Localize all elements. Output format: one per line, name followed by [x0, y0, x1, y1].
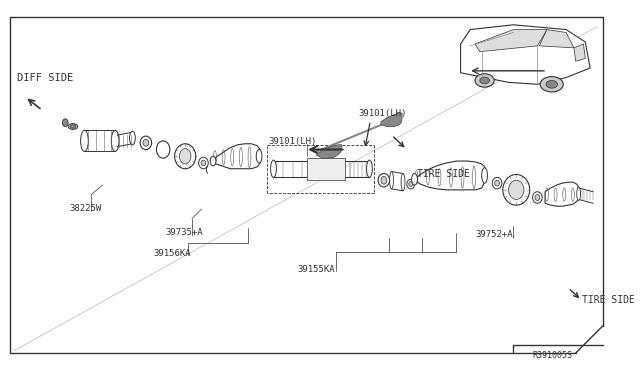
- Ellipse shape: [495, 180, 499, 186]
- Text: 39752+A: 39752+A: [475, 230, 513, 239]
- Ellipse shape: [198, 157, 208, 169]
- Polygon shape: [475, 30, 547, 52]
- Ellipse shape: [111, 130, 119, 151]
- Text: TIRE SIDE: TIRE SIDE: [582, 295, 636, 305]
- Ellipse shape: [62, 119, 68, 126]
- Text: 38225W: 38225W: [69, 204, 101, 213]
- Ellipse shape: [492, 177, 502, 189]
- Ellipse shape: [156, 141, 170, 158]
- Polygon shape: [540, 30, 574, 48]
- Ellipse shape: [535, 195, 540, 201]
- Polygon shape: [574, 44, 586, 61]
- Ellipse shape: [378, 173, 390, 187]
- Polygon shape: [415, 161, 486, 190]
- Text: TIRE SIDE: TIRE SIDE: [417, 169, 470, 179]
- Ellipse shape: [390, 171, 394, 189]
- Polygon shape: [461, 25, 590, 84]
- Ellipse shape: [412, 173, 417, 185]
- Polygon shape: [213, 144, 260, 169]
- Ellipse shape: [407, 179, 415, 189]
- Text: R391005S: R391005S: [532, 351, 573, 360]
- Ellipse shape: [540, 77, 563, 92]
- Polygon shape: [381, 113, 402, 126]
- Ellipse shape: [81, 130, 88, 151]
- Text: DIFF SIDE: DIFF SIDE: [17, 73, 74, 83]
- Ellipse shape: [475, 74, 494, 87]
- Polygon shape: [317, 145, 342, 158]
- Ellipse shape: [68, 124, 77, 129]
- Text: 39101(LH): 39101(LH): [358, 109, 406, 118]
- Ellipse shape: [381, 176, 387, 184]
- Ellipse shape: [509, 180, 524, 199]
- Ellipse shape: [546, 80, 557, 88]
- Ellipse shape: [256, 150, 262, 163]
- Polygon shape: [307, 158, 346, 180]
- Ellipse shape: [367, 160, 372, 177]
- Text: 39735+A: 39735+A: [165, 228, 203, 237]
- Ellipse shape: [401, 173, 405, 191]
- Ellipse shape: [577, 187, 580, 201]
- Ellipse shape: [179, 148, 191, 164]
- Text: 39156KA: 39156KA: [154, 249, 191, 258]
- Ellipse shape: [210, 156, 216, 166]
- Ellipse shape: [409, 182, 413, 186]
- Ellipse shape: [503, 174, 530, 205]
- Ellipse shape: [482, 168, 488, 183]
- Ellipse shape: [271, 160, 276, 177]
- Ellipse shape: [143, 140, 148, 146]
- Ellipse shape: [129, 131, 135, 145]
- Ellipse shape: [175, 144, 196, 169]
- Ellipse shape: [201, 160, 206, 166]
- Text: 39155KA: 39155KA: [298, 265, 335, 274]
- Text: 39101(LH): 39101(LH): [269, 137, 317, 146]
- Ellipse shape: [532, 192, 542, 203]
- Ellipse shape: [480, 77, 490, 84]
- Ellipse shape: [140, 136, 152, 150]
- Ellipse shape: [70, 125, 76, 128]
- Polygon shape: [545, 182, 579, 206]
